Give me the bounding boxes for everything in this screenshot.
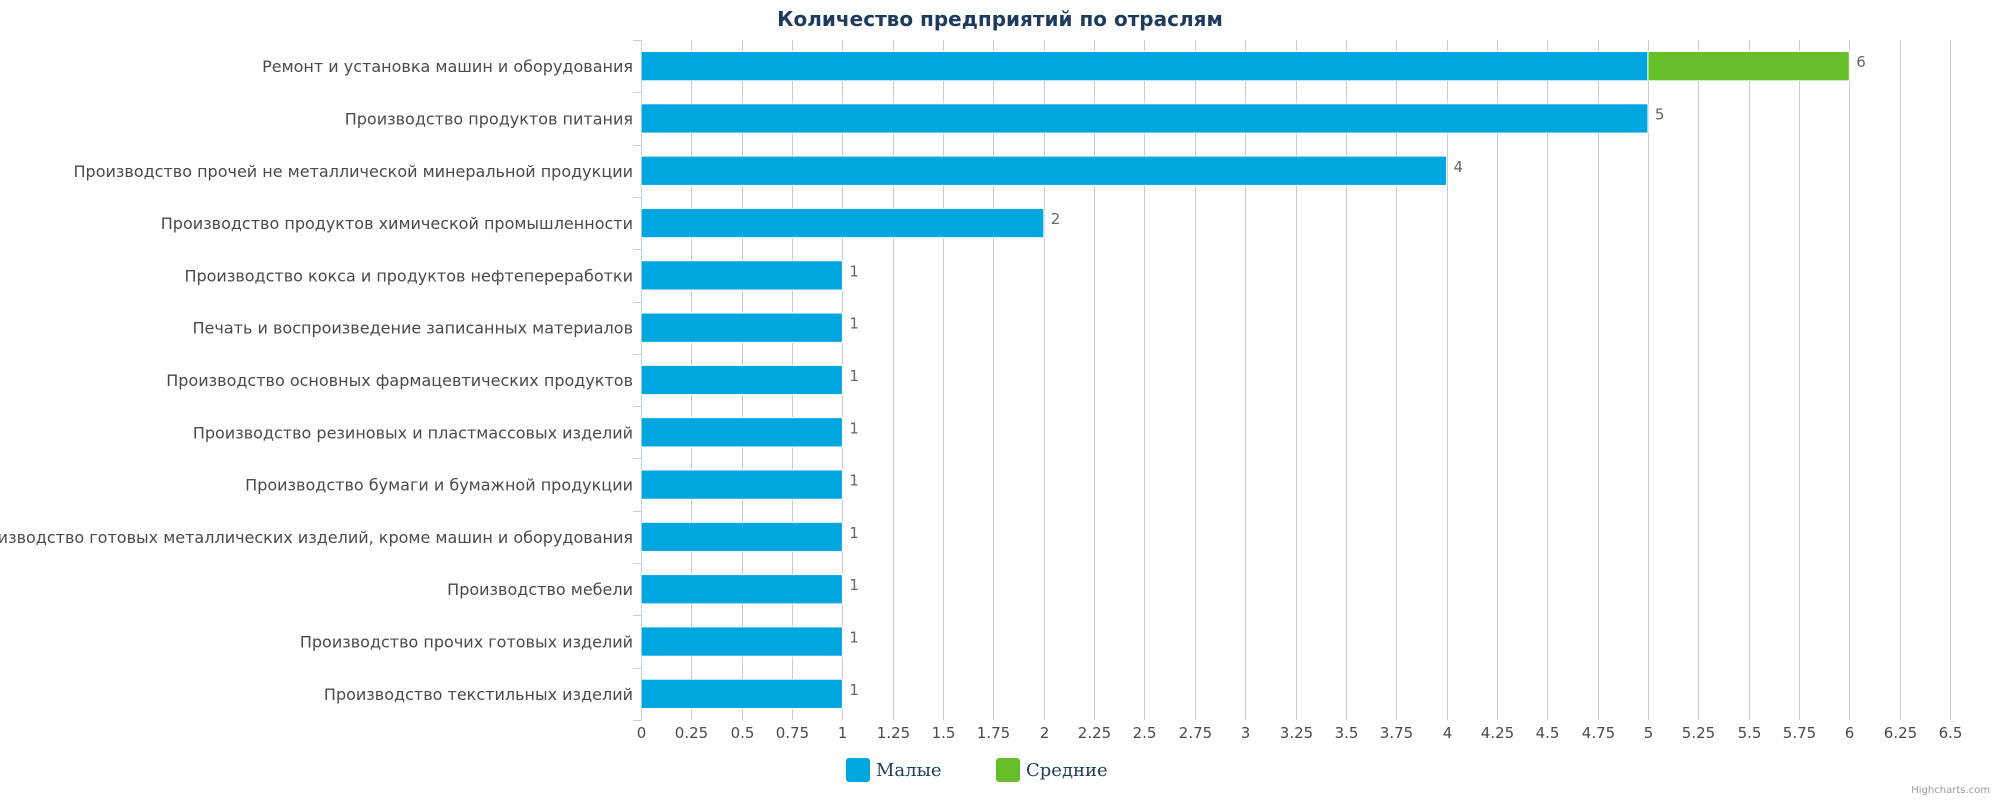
category-label: Производство бумаги и бумажной продукции [245, 476, 633, 495]
chart-title: Количество предприятий по отраслям [777, 7, 1223, 31]
category-label: Производство прочих готовых изделий [300, 633, 633, 652]
x-tick-label: 2.75 [1179, 724, 1212, 742]
data-label: 1 [849, 315, 859, 333]
category-label: Печать и воспроизведение записанных мате… [193, 319, 633, 338]
x-tick-label: 3.25 [1280, 724, 1313, 742]
x-tick-label: 3.5 [1335, 724, 1359, 742]
data-label: 1 [849, 524, 859, 542]
data-label: 1 [849, 472, 859, 490]
x-tick-label: 1 [838, 724, 848, 742]
x-tick-label: 1.25 [877, 724, 910, 742]
legend-label-small[interactable]: Малые [876, 760, 942, 781]
data-label: 6 [1856, 53, 1866, 71]
data-label: 1 [849, 262, 859, 280]
x-tick-label: 2.5 [1133, 724, 1157, 742]
category-label: Производство прочей не металлической мин… [74, 162, 634, 181]
grid-lines [633, 40, 1951, 721]
x-tick-label: 1.75 [977, 724, 1010, 742]
labels: 0 0.25 0.5 0.75 1 1.25 1.5 1.75 2 2.25 2.5 2.75 3 3.2… [0, 53, 1962, 742]
legend[interactable]: Малые Средние [846, 758, 1108, 782]
x-tick-label: 4 [1443, 724, 1453, 742]
category-label: Ремонт и установка машин и оборудования [262, 57, 633, 76]
x-tick-label: 5.75 [1783, 724, 1816, 742]
category-label: Производство продуктов питания [345, 109, 633, 128]
bar-small [640, 574, 843, 605]
data-label: 1 [849, 681, 859, 699]
data-label: 5 [1655, 105, 1665, 123]
x-tick-label: 5.5 [1738, 724, 1762, 742]
bar-small [640, 678, 843, 709]
bar-small [640, 417, 843, 448]
x-tick-label: 4.25 [1481, 724, 1514, 742]
data-label: 1 [849, 367, 859, 385]
credit-text[interactable]: Highcharts.com [1911, 785, 1990, 796]
bar-small [640, 312, 843, 343]
x-tick-label: 0.75 [776, 724, 809, 742]
bar-medium [1647, 51, 1850, 82]
bar-small [640, 521, 843, 553]
bar-small [640, 103, 1649, 134]
data-label: 1 [849, 629, 859, 647]
data-label: 4 [1454, 158, 1464, 176]
bar-small [640, 364, 843, 396]
data-label: 1 [849, 419, 859, 437]
bar-small [640, 260, 843, 291]
x-tick-label: 6.5 [1939, 724, 1963, 742]
x-tick-label: 3.75 [1380, 724, 1413, 742]
category-label: Производство резиновых и пластмассовых и… [193, 423, 633, 442]
data-label: 2 [1051, 210, 1061, 228]
x-tick-label: 6.25 [1884, 724, 1917, 742]
x-tick-label: 6 [1845, 724, 1855, 742]
x-tick-label: 0 [637, 724, 647, 742]
legend-swatch-medium [996, 758, 1020, 782]
bar-small [640, 469, 843, 500]
category-label: Производство готовых металлических издел… [0, 528, 633, 547]
x-tick-label: 1.5 [932, 724, 956, 742]
x-tick-label: 2 [1040, 724, 1050, 742]
x-tick-label: 2.25 [1078, 724, 1111, 742]
bar-small [640, 626, 843, 657]
bars [640, 51, 1850, 709]
x-tick-label: 5 [1644, 724, 1654, 742]
x-tick-label: 4.5 [1536, 724, 1560, 742]
legend-swatch-small [846, 758, 870, 782]
x-tick-label: 0.25 [675, 724, 708, 742]
x-tick-label: 4.75 [1582, 724, 1615, 742]
category-label: Производство текстильных изделий [324, 685, 633, 704]
x-tick-label: 3 [1241, 724, 1251, 742]
bar-small [640, 155, 1448, 186]
category-label: Производство основных фармацевтических п… [166, 371, 633, 390]
x-tick-label: 5.25 [1682, 724, 1715, 742]
category-label: Производство кокса и продуктов нефтепере… [184, 266, 633, 285]
data-label: 1 [849, 576, 859, 594]
x-tick-label: 0.5 [731, 724, 755, 742]
bar-small [640, 51, 1649, 82]
bar-small [640, 207, 1045, 239]
category-label: Производство мебели [447, 580, 633, 599]
category-label: Производство продуктов химической промыш… [161, 214, 633, 233]
legend-label-medium[interactable]: Средние [1026, 760, 1108, 781]
